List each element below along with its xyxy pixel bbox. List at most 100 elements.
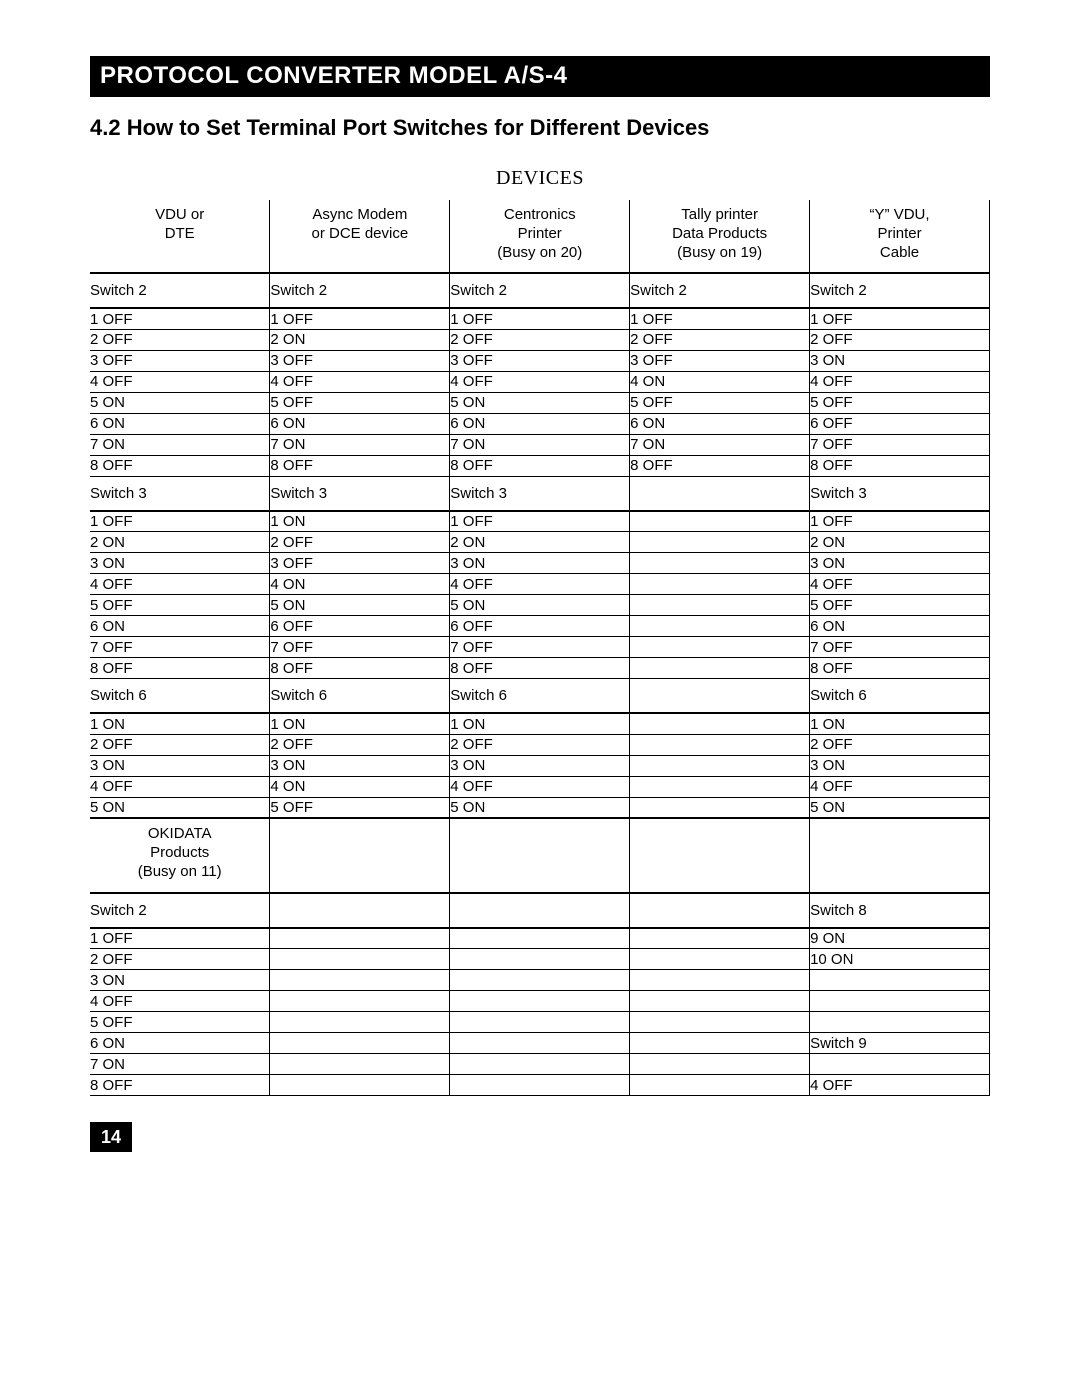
table-cell	[270, 1054, 450, 1075]
table-cell	[270, 1012, 450, 1033]
device-header-line: Data Products	[634, 225, 805, 244]
table-row: 5 ON5 OFF5 ON5 ON	[90, 797, 990, 818]
table-cell: 2 ON	[450, 532, 630, 553]
table-cell: 10 ON	[810, 949, 990, 970]
table-cell	[450, 1012, 630, 1033]
table-cell: 2 OFF	[450, 329, 630, 350]
table-cell: 5 ON	[90, 797, 270, 818]
table-cell: 2 ON	[90, 532, 270, 553]
table-cell: 3 ON	[90, 755, 270, 776]
lower-device-header-cell	[270, 818, 450, 892]
table-cell	[270, 893, 450, 928]
table-cell: 6 ON	[90, 1033, 270, 1054]
table-row: Switch 3Switch 3Switch 3Switch 3	[90, 476, 990, 511]
table-cell: 2 OFF	[270, 532, 450, 553]
table-row: 1 OFF1 OFF1 OFF1 OFF1 OFF	[90, 308, 990, 329]
table-cell: 4 OFF	[90, 991, 270, 1012]
lower-device-header-cell	[810, 818, 990, 892]
table-row: 2 OFF2 ON2 OFF2 OFF2 OFF	[90, 329, 990, 350]
table-cell: 3 OFF	[270, 350, 450, 371]
table-cell: 6 ON	[90, 413, 270, 434]
table-cell: 2 OFF	[90, 734, 270, 755]
table-cell	[810, 1054, 990, 1075]
table-cell	[630, 616, 810, 637]
device-header-line: Printer	[454, 225, 625, 244]
table-cell: Switch 8	[810, 893, 990, 928]
device-header-cell: Tally printerData Products(Busy on 19)	[630, 200, 810, 273]
table-cell: 5 ON	[810, 797, 990, 818]
table-cell: Switch 6	[270, 679, 450, 714]
table-cell: Switch 3	[270, 476, 450, 511]
table-cell	[630, 1075, 810, 1096]
table-row: 5 OFF5 ON5 ON5 OFF	[90, 595, 990, 616]
table-row: 6 ON6 OFF6 OFF6 ON	[90, 616, 990, 637]
table-cell: 3 OFF	[630, 350, 810, 371]
table-cell: Switch 9	[810, 1033, 990, 1054]
table-cell: 1 ON	[90, 713, 270, 734]
table-cell: 4 OFF	[810, 371, 990, 392]
table-cell	[630, 928, 810, 949]
table-cell: 4 OFF	[90, 574, 270, 595]
device-header-line: Products	[94, 844, 265, 863]
table-cell: 3 ON	[810, 553, 990, 574]
title-bar: PROTOCOL CONVERTER MODEL A/S-4	[90, 56, 990, 97]
table-cell: 6 OFF	[270, 616, 450, 637]
table-cell	[270, 991, 450, 1012]
table-cell: 2 OFF	[90, 949, 270, 970]
table-cell: 3 ON	[450, 553, 630, 574]
table-cell: 5 OFF	[270, 392, 450, 413]
table-cell: 4 OFF	[810, 776, 990, 797]
table-cell: Switch 6	[90, 679, 270, 714]
table-cell	[630, 637, 810, 658]
table-cell: 8 OFF	[810, 658, 990, 679]
table-cell	[450, 1033, 630, 1054]
table-cell: 8 OFF	[630, 455, 810, 476]
device-header-line: (Busy on 11)	[94, 863, 265, 882]
device-header-row: VDU orDTEAsync Modemor DCE deviceCentron…	[90, 200, 990, 273]
table-cell	[270, 1033, 450, 1054]
table-row: 2 OFF2 OFF2 OFF2 OFF	[90, 734, 990, 755]
table-cell: 4 ON	[630, 371, 810, 392]
table-cell: 7 ON	[630, 434, 810, 455]
table-cell	[270, 1075, 450, 1096]
table-cell: 5 ON	[450, 392, 630, 413]
table-cell: 2 OFF	[630, 329, 810, 350]
table-cell: 1 OFF	[630, 308, 810, 329]
table-cell	[450, 1054, 630, 1075]
table-cell: 5 ON	[270, 595, 450, 616]
table-row: 4 OFF4 ON4 OFF4 OFF	[90, 574, 990, 595]
table-cell: 4 OFF	[450, 776, 630, 797]
table-cell: 4 ON	[270, 574, 450, 595]
table-cell	[270, 928, 450, 949]
table-cell: 1 OFF	[90, 511, 270, 532]
table-row: 7 ON7 ON7 ON7 ON7 OFF	[90, 434, 990, 455]
table-cell	[630, 476, 810, 511]
table-cell: 4 OFF	[450, 371, 630, 392]
table-cell: 3 ON	[90, 553, 270, 574]
table-cell: 1 OFF	[450, 511, 630, 532]
table-cell	[630, 893, 810, 928]
table-cell: 7 ON	[270, 434, 450, 455]
table-cell: 9 ON	[810, 928, 990, 949]
table-cell: 8 OFF	[450, 658, 630, 679]
table-cell: Switch 2	[810, 273, 990, 308]
table-cell: 7 OFF	[450, 637, 630, 658]
lower-device-header-cell	[450, 818, 630, 892]
table-cell	[630, 574, 810, 595]
table-cell: 6 ON	[90, 616, 270, 637]
table-cell: Switch 2	[90, 273, 270, 308]
table-cell: Switch 6	[450, 679, 630, 714]
section-heading: 4.2 How to Set Terminal Port Switches fo…	[90, 115, 990, 141]
table-cell: Switch 3	[810, 476, 990, 511]
lower-device-header-cell	[630, 818, 810, 892]
table-cell: 3 OFF	[450, 350, 630, 371]
table-row: 1 OFF1 ON1 OFF1 OFF	[90, 511, 990, 532]
table-cell: 5 OFF	[810, 595, 990, 616]
table-cell	[450, 1075, 630, 1096]
table-cell: 3 OFF	[90, 350, 270, 371]
table-row: Switch 2Switch 8	[90, 893, 990, 928]
table-cell: 1 OFF	[90, 928, 270, 949]
table-cell	[630, 949, 810, 970]
table-cell: 4 OFF	[810, 1075, 990, 1096]
table-row: 8 OFF8 OFF8 OFF8 OFF8 OFF	[90, 455, 990, 476]
